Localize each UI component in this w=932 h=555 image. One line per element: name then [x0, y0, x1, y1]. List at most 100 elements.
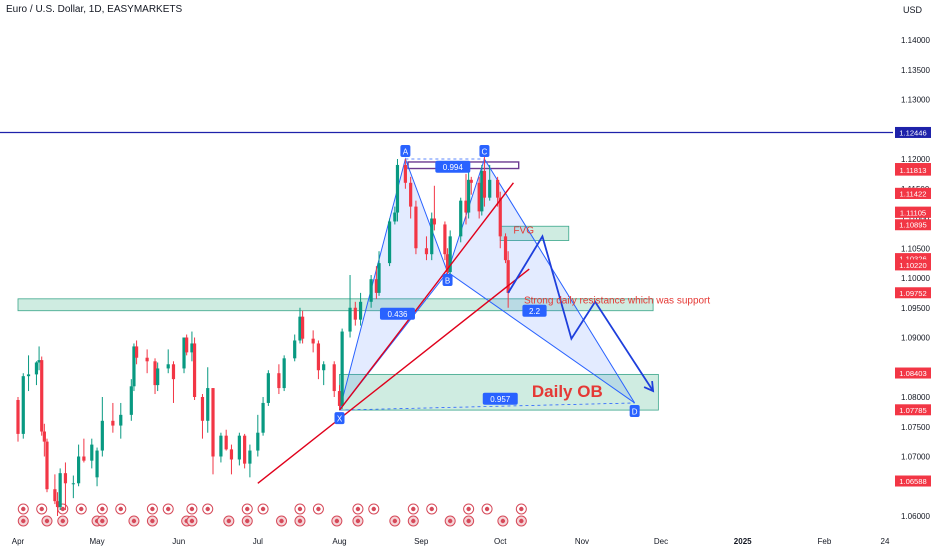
- candle-body[interactable]: [301, 316, 305, 339]
- candle-body[interactable]: [37, 360, 41, 363]
- candle-body[interactable]: [358, 301, 363, 320]
- candle-body[interactable]: [82, 456, 86, 461]
- candle-body[interactable]: [503, 236, 508, 261]
- candle-body[interactable]: [443, 224, 447, 255]
- ratio-badge[interactable]: [435, 160, 471, 173]
- candle-body[interactable]: [63, 473, 68, 484]
- candle-body[interactable]: [480, 170, 484, 212]
- candle-body[interactable]: [156, 368, 160, 386]
- candle-body[interactable]: [266, 373, 270, 403]
- price-badge[interactable]: [895, 404, 931, 416]
- candle-body[interactable]: [424, 248, 429, 255]
- candle-body[interactable]: [469, 179, 473, 183]
- harmonic-point-b-badge[interactable]: [442, 274, 453, 287]
- candle-body[interactable]: [145, 357, 149, 362]
- candle-body[interactable]: [488, 179, 492, 198]
- candle-body[interactable]: [42, 431, 46, 442]
- candle-body[interactable]: [337, 391, 342, 406]
- candle-body[interactable]: [348, 307, 352, 332]
- candle-body[interactable]: [316, 343, 321, 371]
- candle-body[interactable]: [53, 489, 57, 502]
- candle-body[interactable]: [237, 435, 241, 460]
- candle-body[interactable]: [21, 376, 25, 434]
- ratio-badge[interactable]: [482, 392, 518, 405]
- candle-body[interactable]: [26, 374, 31, 377]
- currency-label[interactable]: USD: [902, 5, 922, 15]
- price-badge[interactable]: [895, 187, 931, 199]
- price-badge[interactable]: [895, 259, 931, 271]
- candle-body[interactable]: [403, 164, 407, 183]
- candle-body[interactable]: [95, 450, 99, 478]
- candle-body[interactable]: [374, 279, 378, 293]
- candle-body[interactable]: [322, 364, 326, 371]
- trendline-1[interactable]: [257, 268, 530, 484]
- candle-body[interactable]: [277, 373, 281, 389]
- resistance-zone[interactable]: [17, 298, 654, 312]
- price-badge[interactable]: [895, 253, 931, 265]
- candle-body[interactable]: [256, 432, 260, 451]
- candle-body[interactable]: [248, 450, 252, 464]
- candle-body[interactable]: [77, 456, 81, 484]
- ratio-badge[interactable]: [379, 307, 415, 320]
- candle-body[interactable]: [393, 212, 397, 222]
- candle-body[interactable]: [132, 346, 136, 387]
- candle-body[interactable]: [340, 331, 344, 406]
- harmonic-bcd-triangle[interactable]: [446, 157, 636, 404]
- candle-body[interactable]: [153, 361, 157, 386]
- candle-body[interactable]: [134, 346, 139, 358]
- trendline-2[interactable]: [338, 182, 514, 411]
- candle-body[interactable]: [311, 338, 315, 344]
- candle-body[interactable]: [16, 399, 20, 434]
- harmonic-point-d-badge[interactable]: [629, 404, 640, 417]
- candle-body[interactable]: [432, 218, 436, 225]
- harmonic-xab-triangle[interactable]: [339, 157, 449, 411]
- candle-body[interactable]: [34, 362, 39, 375]
- candle-body[interactable]: [192, 343, 197, 397]
- price-badge[interactable]: [895, 206, 931, 218]
- harmonic-point-x-badge[interactable]: [334, 412, 345, 425]
- candle-body[interactable]: [190, 343, 194, 353]
- candle-body[interactable]: [182, 337, 186, 369]
- candle-body[interactable]: [40, 360, 44, 432]
- candle-body[interactable]: [477, 182, 481, 212]
- price-badge[interactable]: [895, 126, 931, 138]
- candle-body[interactable]: [293, 340, 297, 359]
- harmonic-point-c-badge[interactable]: [479, 145, 490, 157]
- candle-body[interactable]: [129, 386, 133, 415]
- price-badge[interactable]: [895, 475, 931, 487]
- candle-body[interactable]: [496, 179, 500, 198]
- candle-body[interactable]: [506, 260, 510, 293]
- candle-body[interactable]: [467, 179, 471, 213]
- price-badge[interactable]: [895, 287, 931, 299]
- candle-body[interactable]: [369, 279, 373, 302]
- candle-body[interactable]: [71, 483, 75, 485]
- candle-body[interactable]: [377, 263, 381, 293]
- price-badge[interactable]: [895, 219, 931, 231]
- candle-body[interactable]: [55, 501, 60, 508]
- candle-body[interactable]: [430, 218, 434, 255]
- candle-body[interactable]: [206, 388, 210, 421]
- candle-body[interactable]: [459, 200, 463, 237]
- candle-body[interactable]: [100, 420, 104, 451]
- candle-body[interactable]: [387, 221, 392, 264]
- candle-body[interactable]: [353, 307, 357, 320]
- candle-body[interactable]: [332, 364, 336, 392]
- candle-body[interactable]: [45, 441, 49, 490]
- candle-body[interactable]: [409, 182, 413, 207]
- harmonic-point-a-badge[interactable]: [400, 145, 411, 157]
- candle-body[interactable]: [58, 473, 62, 508]
- candle-body[interactable]: [119, 414, 123, 426]
- candle-body[interactable]: [185, 337, 189, 353]
- price-badge[interactable]: [895, 164, 931, 176]
- candle-body[interactable]: [261, 402, 265, 433]
- ratio-badge[interactable]: [522, 304, 547, 317]
- candle-body[interactable]: [111, 420, 115, 426]
- candle-body[interactable]: [171, 364, 176, 380]
- candle-body[interactable]: [211, 388, 215, 457]
- candle-body[interactable]: [90, 444, 94, 461]
- candle-body[interactable]: [445, 254, 450, 273]
- projection-path[interactable]: [507, 234, 654, 392]
- candle-body[interactable]: [200, 397, 205, 421]
- candle-body[interactable]: [229, 449, 234, 460]
